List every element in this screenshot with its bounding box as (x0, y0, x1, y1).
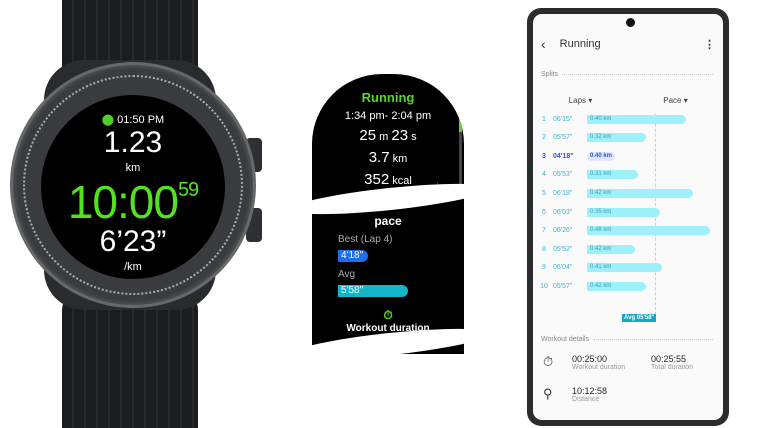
lap-number: 2 (542, 134, 546, 142)
watch-strap-bottom (62, 290, 198, 428)
lap-pace: 04'18" (553, 152, 574, 160)
lap-row[interactable]: 8 05'52" 0.42 km (533, 243, 723, 255)
lap-row[interactable]: 1 06'15" 0.40 km (533, 113, 723, 125)
lap-number: 7 (542, 227, 546, 235)
lap-bar: 0.32 km (587, 133, 647, 143)
workout-calories: 352 kcal (364, 171, 412, 188)
route-icon: ⚲ (543, 386, 553, 401)
total-duration-label: Total duration (651, 364, 694, 371)
lap-number: 3 (542, 152, 546, 160)
more-vertical-icon[interactable]: ⋮ (704, 38, 715, 51)
lap-pace: 06'04" (553, 264, 573, 272)
lap-bar: 0.41 km (587, 263, 662, 273)
workout-duration: 00:25:00 (572, 354, 608, 364)
workout-duration-label: Workout duration (346, 323, 430, 334)
lap-number: 4 (542, 171, 546, 179)
lap-bar: 0.48 km (587, 226, 711, 236)
watch-distance-unit: km (125, 162, 141, 174)
clock-main: 10:00 (67, 176, 179, 228)
lap-pace: 06'03" (553, 208, 573, 216)
lap-pace: 05'52" (553, 245, 573, 253)
workout-details-label: Workout details (541, 336, 590, 343)
workout-title: Running (361, 90, 415, 105)
lap-bar: 0.42 km (587, 244, 636, 254)
workout-time-range: 1:34 pm- 2:04 pm (344, 110, 432, 122)
lap-pace: 06'18" (553, 189, 573, 197)
lap-number: 8 (542, 245, 546, 253)
lap-row[interactable]: 9 06'04" 0.41 km (533, 262, 723, 274)
heart-rate-arc (452, 104, 462, 194)
page-title: Running (559, 38, 601, 50)
lap-row[interactable]: 2 05'57" 0.32 km (533, 132, 723, 144)
laps-dropdown[interactable]: Laps ▾ (568, 96, 593, 105)
distance-label: Distance (572, 396, 600, 403)
lap-pace: 06'15" (553, 115, 573, 123)
best-pace-bar: 4'18" (338, 250, 368, 262)
lap-row[interactable]: 4 05'53" 0.31 km (533, 169, 723, 181)
lap-bar: 0.35 km (587, 207, 660, 217)
best-label: Best (Lap 4) (338, 234, 393, 245)
lap-number: 9 (542, 264, 546, 272)
lap-row[interactable]: 7 06'26" 0.48 km (533, 225, 723, 237)
lap-pace: 05'57" (553, 134, 573, 142)
lap-bar: 0.42 km (587, 281, 647, 291)
watch-face: ⬤ 01:50 PM 1.23 km 10:0059 6’23” /km (41, 95, 225, 279)
watch-time: 01:50 PM (117, 114, 165, 126)
workout-distance: 3.7 km (368, 149, 408, 166)
total-duration: 00:25:55 (651, 354, 687, 364)
pace-dropdown[interactable]: Pace ▾ (663, 96, 688, 105)
lap-number: 6 (542, 208, 546, 216)
lap-pace: 05'53" (553, 171, 573, 179)
lap-number: 1 (542, 115, 546, 123)
splits-label: Splits (541, 71, 559, 78)
lap-row[interactable]: 10 05'57" 0.42 km (533, 280, 723, 292)
avg-line (655, 114, 656, 320)
lap-pace: 06'26" (553, 227, 573, 235)
phone: ‹ Running ⋮ Splits Laps ▾ Pace ▾ 1 06'15"… (527, 8, 729, 426)
watch-pace-unit: /km (124, 261, 142, 273)
watch-clock: 10:0059 (41, 175, 225, 229)
phone-screen: ‹ Running ⋮ Splits Laps ▾ Pace ▾ 1 06'15"… (533, 14, 723, 420)
avg-pace-label: Avg 05'58" (622, 314, 657, 322)
lap-bar: 0.31 km (587, 170, 638, 180)
watch-distance: 1.23 (103, 126, 163, 159)
avg-label: Avg (338, 269, 356, 280)
watch-pace: 6’23” (99, 225, 167, 258)
lap-number: 5 (542, 189, 546, 197)
lap-row[interactable]: 3 04'18" 0.40 km (533, 150, 723, 162)
clock-seconds: 59 (177, 179, 199, 201)
workout-duration-label: Workout duration (572, 364, 626, 371)
lap-pace: 05'57" (553, 282, 573, 290)
workout-duration-value: 25 m 23 s (359, 127, 417, 144)
lap-row[interactable]: 5 06'18" 0.42 km (533, 187, 723, 199)
avg-pace-bar: 5'58" (338, 285, 408, 297)
distance-value: 10:12:58 (572, 386, 608, 396)
lap-bar: 0.42 km (587, 188, 693, 198)
lap-bar: 0.40 km (587, 114, 686, 124)
stopwatch-icon: ⏱ (543, 354, 554, 369)
pace-heading: pace (374, 214, 402, 228)
map-pin-icon: ⬤ (101, 114, 115, 126)
lap-row[interactable]: 6 06'03" 0.35 km (533, 206, 723, 218)
watch-workout-screen: Running 1:34 pm- 2:04 pm 25 m 23 s 3.7 k… (312, 74, 464, 354)
stopwatch-icon: ⏱ (383, 308, 393, 322)
camera (626, 18, 635, 27)
lap-number: 10 (540, 282, 548, 290)
chevron-left-icon[interactable]: ‹ (541, 36, 546, 52)
lap-bar: 0.40 km (587, 151, 615, 161)
